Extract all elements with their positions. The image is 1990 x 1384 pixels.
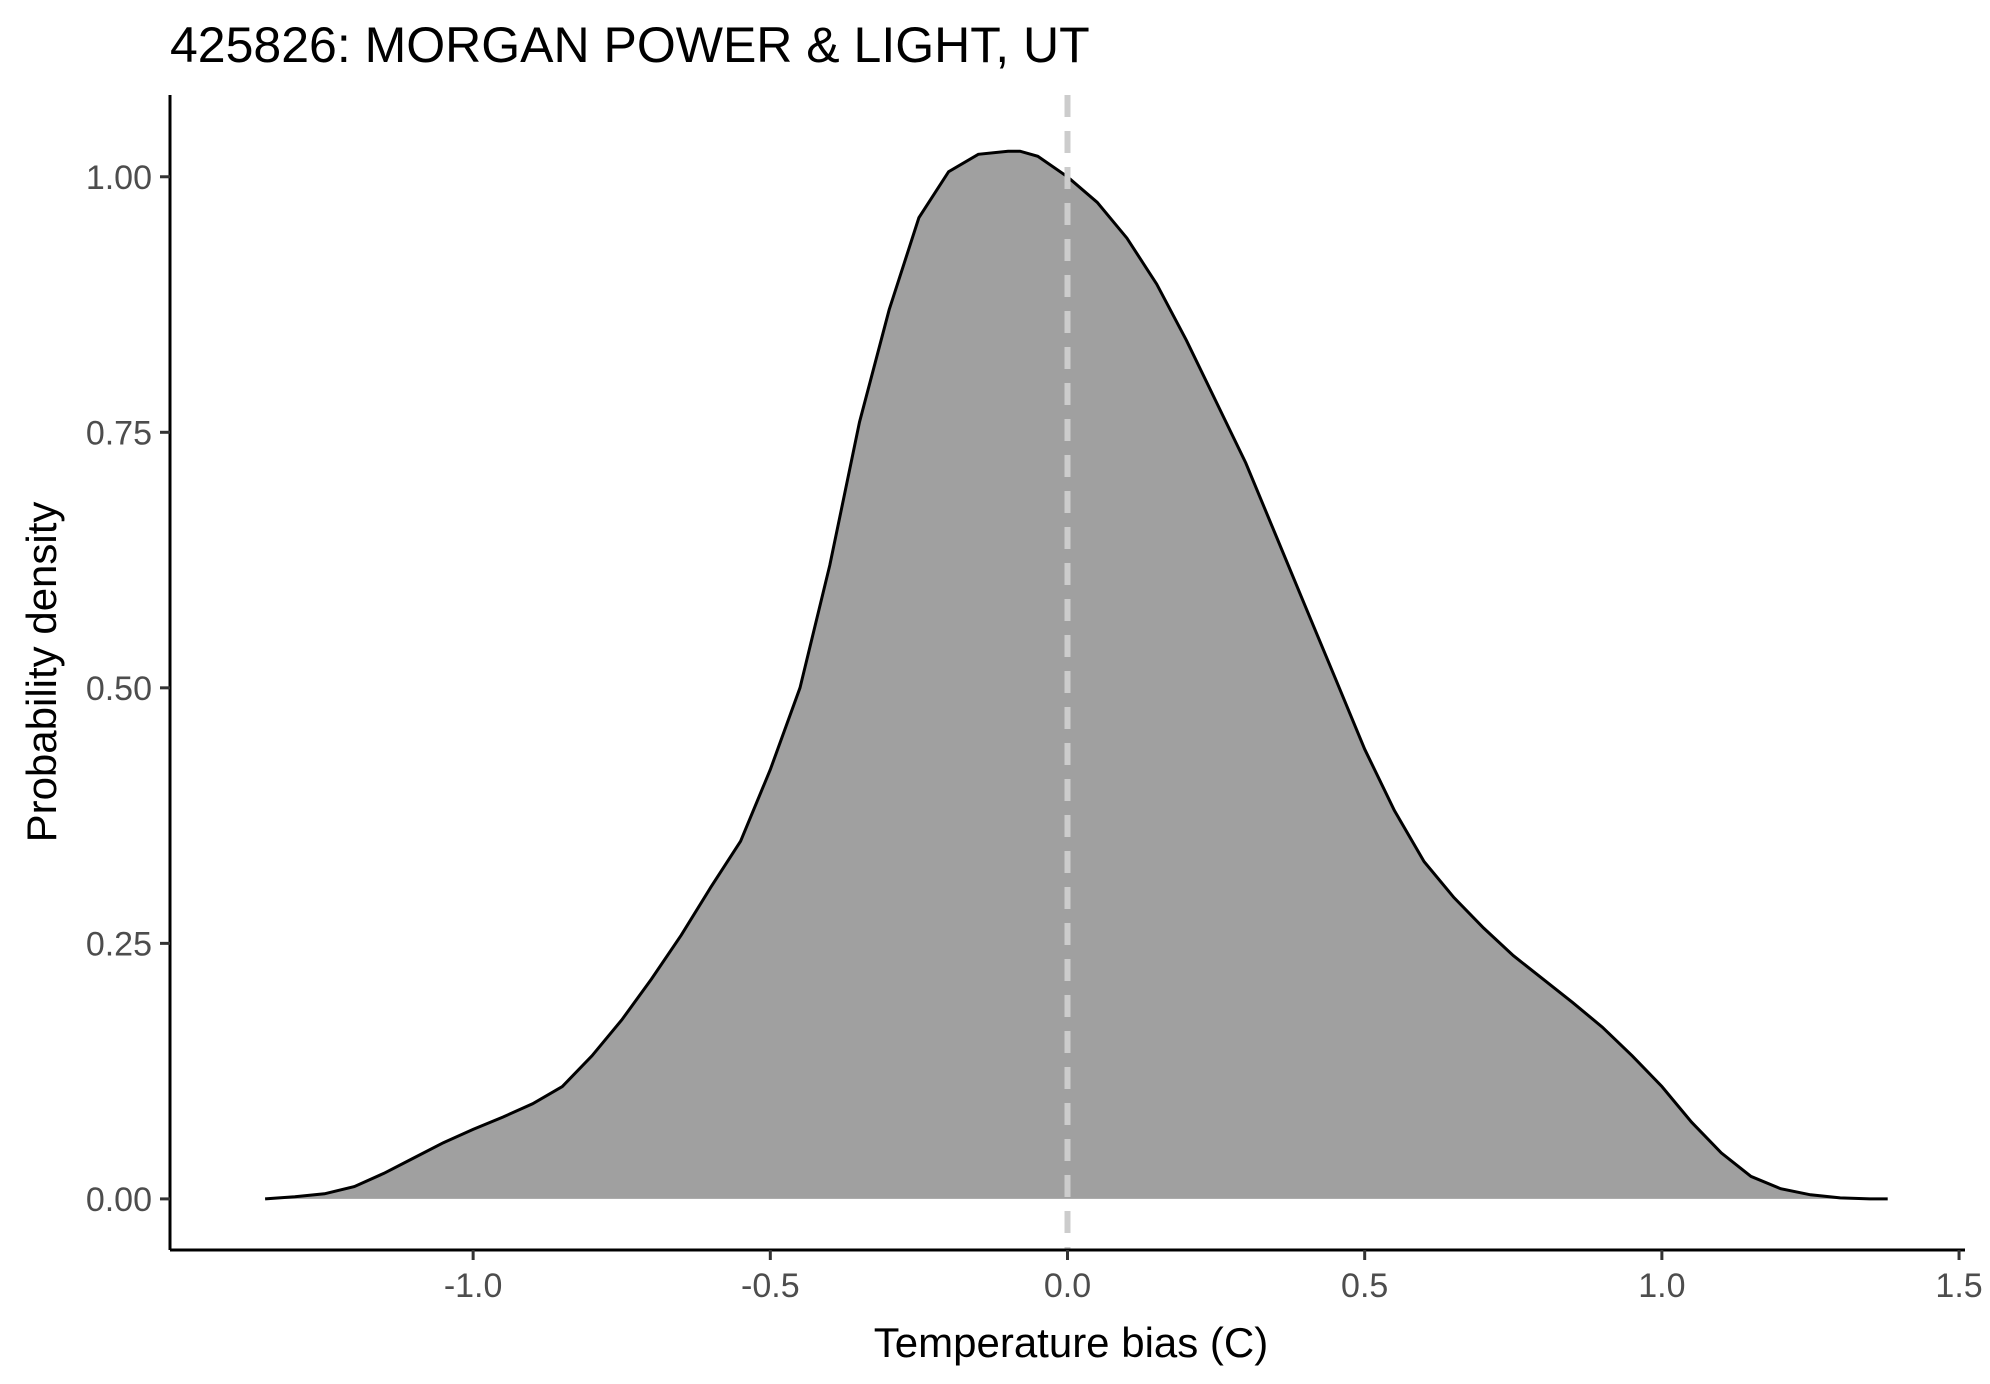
y-tick-label: 0.00 xyxy=(86,1181,152,1219)
y-tick-label: 1.00 xyxy=(86,159,152,197)
y-tick-label: 0.50 xyxy=(86,670,152,708)
y-tick-label: 0.25 xyxy=(86,925,152,963)
x-tick-label: -1.0 xyxy=(444,1267,503,1305)
x-tick-label: 1.5 xyxy=(1935,1267,1982,1305)
x-tick-label: -0.5 xyxy=(741,1267,800,1305)
x-tick-label: 1.0 xyxy=(1638,1267,1685,1305)
y-axis: 0.00 0.25 0.50 0.75 1.00 xyxy=(86,159,170,1219)
density-area xyxy=(265,151,1888,1199)
y-axis-title: Probability density xyxy=(18,502,65,843)
plot-area xyxy=(264,95,1888,1250)
y-tick-label: 0.75 xyxy=(86,414,152,452)
x-axis: -1.0 -0.5 0.0 0.5 1.0 1.5 xyxy=(444,1250,1983,1305)
x-axis-title: Temperature bias (C) xyxy=(874,1319,1268,1366)
chart-title: 425826: MORGAN POWER & LIGHT, UT xyxy=(170,17,1090,73)
x-tick-label: 0.0 xyxy=(1044,1267,1091,1305)
x-tick-label: 0.5 xyxy=(1341,1267,1388,1305)
